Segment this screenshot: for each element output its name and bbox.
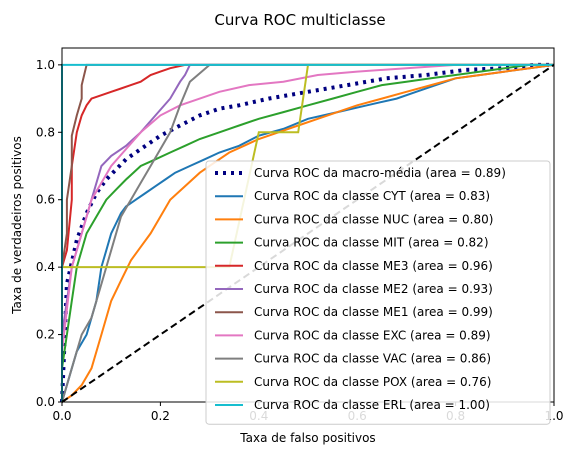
y-tick-label: 0.0	[36, 395, 55, 409]
roc-series-0	[60, 62, 554, 403]
y-tick-label: 0.8	[36, 125, 55, 139]
y-tick-label: 0.2	[36, 328, 55, 342]
legend-box	[205, 160, 551, 425]
chart-title: Curva ROC multiclasse	[214, 11, 385, 29]
x-tick-label: 0.2	[151, 409, 170, 423]
roc-series-2	[61, 63, 555, 403]
x-tick-label: 0.0	[52, 409, 71, 423]
legend-label: Curva ROC da macro-média (area = 0.89)	[254, 166, 506, 180]
legend-label: Curva ROC da classe ME2 (area = 0.93)	[254, 282, 493, 296]
y-tick-label: 1.0	[36, 58, 55, 72]
legend-label: Curva ROC da classe NUC (area = 0.80)	[254, 212, 493, 226]
series-layer	[60, 62, 555, 403]
y-tick-label: 0.6	[36, 193, 55, 207]
roc-series-3	[61, 63, 554, 402]
legend-label: Curva ROC da classe ERL (area = 1.00)	[254, 398, 490, 412]
legend: Curva ROC da macro-média (area = 0.89) Cu…	[205, 160, 551, 425]
x-axis-label: Taxa de falso positivos	[239, 431, 375, 445]
roc-series-1	[61, 63, 555, 403]
legend-label: Curva ROC da classe CYT (area = 0.83)	[254, 189, 490, 203]
legend-label: Curva ROC da classe MIT (area = 0.82)	[254, 236, 489, 250]
legend-label: Curva ROC da classe POX (area = 0.76)	[254, 375, 491, 389]
legend-label: Curva ROC da classe ME3 (area = 0.96)	[254, 259, 493, 273]
y-tick-label: 0.4	[36, 260, 55, 274]
legend-label: Curva ROC da classe EXC (area = 0.89)	[254, 328, 491, 342]
legend-label: Curva ROC da classe VAC (area = 0.86)	[254, 352, 491, 366]
y-axis-label: Taxa de verdadeiros positivos	[10, 136, 24, 315]
legend-label: Curva ROC da classe ME1 (area = 0.99)	[254, 305, 493, 319]
